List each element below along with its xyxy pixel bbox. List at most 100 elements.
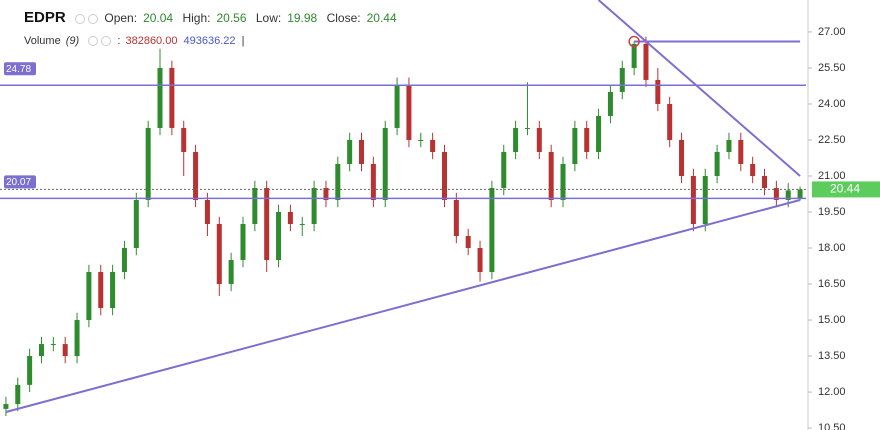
candle-body bbox=[3, 404, 9, 409]
candle-body bbox=[394, 84, 400, 128]
open-label: Open: bbox=[104, 11, 138, 25]
candle-body bbox=[323, 187, 329, 200]
last-price-badge bbox=[812, 181, 880, 198]
anchor-marker bbox=[628, 35, 640, 48]
line-label-box bbox=[4, 62, 36, 76]
candle-body bbox=[631, 43, 637, 68]
open-value: 20.04 bbox=[143, 11, 174, 25]
candle-body bbox=[572, 127, 578, 164]
icon[interactable] bbox=[75, 13, 86, 24]
candle-body bbox=[607, 91, 613, 116]
candle-body bbox=[702, 175, 708, 225]
candle-body bbox=[465, 236, 471, 249]
candle-body bbox=[679, 139, 685, 176]
ohlc-legend: EDPR Open: 20.04 High: 20.56 Low: 19.98 Clo… bbox=[24, 9, 403, 26]
candle-body bbox=[441, 151, 447, 200]
volume-label: Volume bbox=[24, 35, 61, 47]
icon[interactable] bbox=[88, 36, 99, 47]
candle-body bbox=[15, 384, 21, 405]
candle-body bbox=[98, 272, 104, 309]
trend-line bbox=[5, 199, 801, 413]
candle-body bbox=[311, 187, 317, 225]
candle-body bbox=[619, 67, 625, 92]
low-label: Low: bbox=[255, 11, 282, 25]
candle-body bbox=[110, 272, 116, 309]
candle-body bbox=[50, 344, 56, 346]
low-value: 19.98 bbox=[287, 11, 318, 25]
candle-body bbox=[501, 151, 507, 188]
volume-suffix: | bbox=[241, 35, 245, 47]
candle-body bbox=[690, 175, 696, 225]
candle-body bbox=[797, 189, 803, 200]
y-tick-label: 27.00 bbox=[818, 26, 846, 38]
close-label: Close: bbox=[326, 11, 361, 25]
volume-legend: Volume (9) : 382860.00 493636.22 | bbox=[24, 35, 250, 47]
candle-body bbox=[655, 79, 661, 104]
candle-body bbox=[276, 211, 282, 261]
y-tick-label: 25.50 bbox=[818, 62, 846, 74]
candle-body bbox=[193, 151, 199, 200]
candle-body bbox=[359, 139, 365, 164]
y-tick-label: 19.50 bbox=[818, 206, 846, 218]
y-tick-label: 18.00 bbox=[818, 242, 846, 254]
candle-body bbox=[252, 187, 258, 225]
line-label: 24.78 bbox=[6, 64, 31, 75]
y-tick-label: 13.50 bbox=[818, 350, 846, 362]
candle-body bbox=[38, 344, 44, 357]
candle-body bbox=[145, 127, 151, 200]
y-tick-label: 12.00 bbox=[818, 386, 846, 398]
candle-body bbox=[477, 248, 483, 273]
candle-body bbox=[513, 127, 519, 152]
candle-body bbox=[133, 199, 139, 249]
candle-body bbox=[726, 139, 732, 152]
candle-body bbox=[406, 84, 412, 140]
candle-body bbox=[643, 43, 649, 80]
candle-body bbox=[62, 344, 68, 357]
candle-body bbox=[489, 187, 495, 273]
candle-body bbox=[157, 67, 163, 128]
y-tick-label: 21.00 bbox=[818, 170, 846, 182]
candle-body bbox=[86, 272, 92, 321]
candle-body bbox=[27, 356, 33, 385]
candle-body bbox=[74, 320, 80, 357]
candle-body bbox=[228, 260, 234, 285]
candle-body bbox=[382, 127, 388, 200]
candle-body bbox=[204, 199, 210, 225]
candle-body bbox=[738, 139, 744, 164]
candle-body bbox=[287, 211, 293, 225]
candle-body bbox=[536, 127, 542, 152]
volume-prefix: : bbox=[117, 35, 121, 47]
candle-body bbox=[169, 67, 175, 128]
line-label: 20.07 bbox=[6, 177, 31, 188]
candle-body bbox=[240, 224, 246, 261]
candle-body bbox=[560, 163, 566, 200]
candle-body bbox=[453, 199, 459, 237]
candle-body bbox=[299, 224, 305, 226]
candle-body bbox=[667, 103, 673, 140]
candle-body bbox=[347, 139, 353, 164]
volume-period: (9) bbox=[65, 35, 80, 47]
volume-ma-value: 493636.22 bbox=[183, 35, 236, 47]
candle-body bbox=[785, 190, 791, 200]
candle-body bbox=[596, 115, 602, 152]
candle-body bbox=[370, 163, 376, 200]
trend-line bbox=[597, 0, 801, 177]
candle-body bbox=[714, 151, 720, 176]
icon[interactable] bbox=[88, 13, 99, 24]
candle-body bbox=[548, 151, 554, 200]
line-label-box bbox=[4, 175, 36, 189]
candle-body bbox=[121, 248, 127, 273]
volume-value: 382860.00 bbox=[125, 35, 178, 47]
symbol: EDPR bbox=[24, 9, 66, 26]
close-value: 20.44 bbox=[366, 11, 397, 25]
y-tick-label: 15.00 bbox=[818, 314, 846, 326]
icon[interactable] bbox=[101, 36, 112, 47]
y-tick-label: 22.50 bbox=[818, 134, 846, 146]
candle-body bbox=[750, 163, 756, 176]
candle-body bbox=[264, 187, 270, 261]
candle-body bbox=[762, 175, 768, 188]
candle-body bbox=[584, 127, 590, 152]
y-tick-label: 10.50 bbox=[818, 422, 846, 430]
candle-body bbox=[773, 187, 779, 200]
